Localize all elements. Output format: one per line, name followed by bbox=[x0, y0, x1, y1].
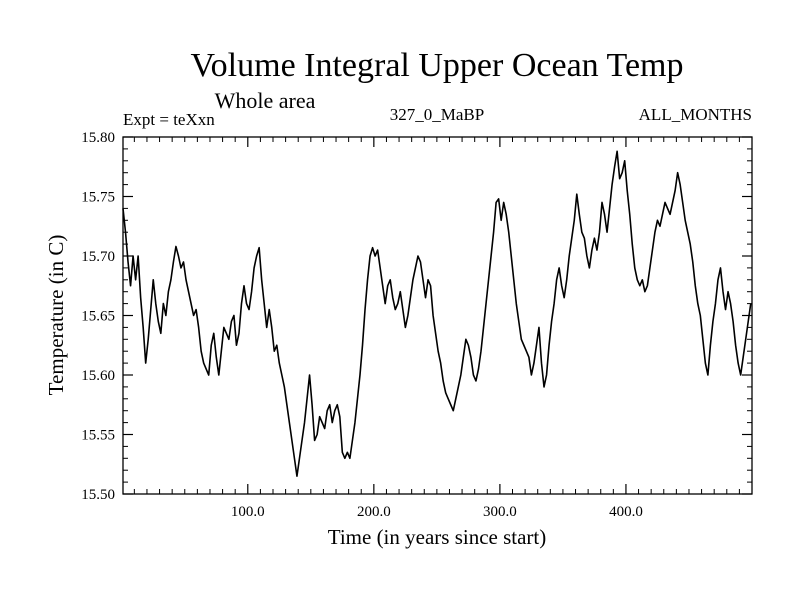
period-label: 327_0_MaBP bbox=[390, 105, 484, 124]
y-tick-label: 15.55 bbox=[81, 428, 115, 444]
x-axis-label: Time (in years since start) bbox=[328, 525, 547, 549]
plot-frame bbox=[122, 136, 753, 495]
y-tick-label: 15.60 bbox=[81, 368, 115, 384]
tick-labels: 100.0 200.0 300.0 400.0 15.50 15.55 15.60 15.65… bbox=[81, 130, 643, 520]
y-axis-label: Temperature (in C) bbox=[44, 235, 68, 396]
axis-ticks bbox=[123, 136, 752, 495]
y-tick-label: 15.80 bbox=[81, 130, 115, 146]
y-tick-label: 15.50 bbox=[81, 487, 115, 503]
plot-area bbox=[122, 136, 753, 495]
experiment-label: Expt = teXxn bbox=[123, 110, 215, 129]
chart-title: Volume Integral Upper Ocean Temp bbox=[191, 47, 684, 84]
series-line-0 bbox=[122, 150, 752, 477]
y-tick-label: 15.75 bbox=[81, 190, 115, 206]
x-tick-label: 200.0 bbox=[357, 504, 391, 520]
x-tick-label: 100.0 bbox=[231, 504, 265, 520]
x-tick-label: 400.0 bbox=[609, 504, 643, 520]
y-tick-label: 15.65 bbox=[81, 309, 115, 325]
chart-subtitle: Whole area bbox=[215, 88, 316, 113]
months-label: ALL_MONTHS bbox=[639, 105, 752, 124]
y-tick-label: 15.70 bbox=[81, 249, 115, 265]
x-tick-label: 300.0 bbox=[483, 504, 517, 520]
